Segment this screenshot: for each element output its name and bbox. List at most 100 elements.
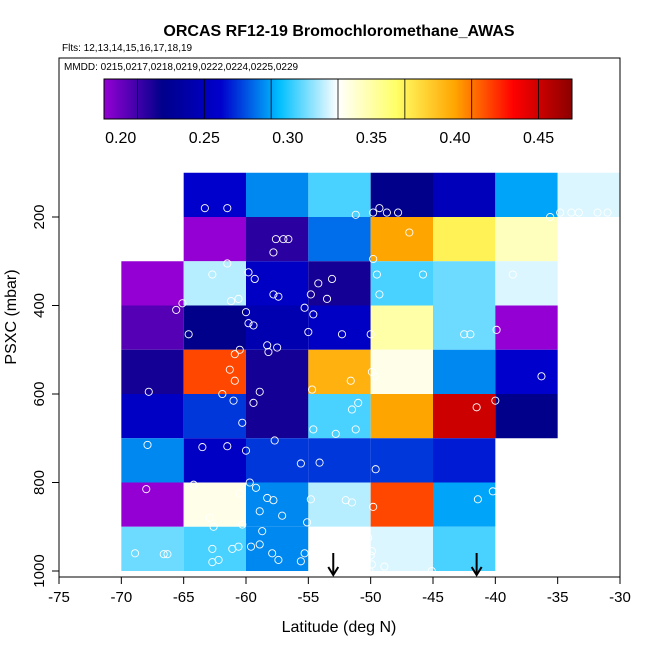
heatmap-cell	[433, 349, 496, 394]
sample-point	[144, 387, 153, 396]
sample-point	[208, 544, 217, 553]
heatmap-cell	[370, 261, 433, 306]
sample-point	[351, 425, 360, 434]
sample-point	[244, 268, 253, 277]
heatmap-cell	[246, 305, 309, 350]
heatmap-cell	[495, 349, 558, 394]
sample-point	[255, 540, 264, 549]
sample-point	[189, 480, 198, 489]
heatmap-cell	[183, 394, 246, 439]
colorbar-tick-label: 0.40	[439, 130, 470, 147]
colorbar: 0.20 0.25 0.30 0.35 0.40 0.45	[103, 78, 573, 147]
sample-point	[209, 522, 218, 531]
sample-point	[354, 398, 363, 407]
heatmap-cell	[370, 305, 433, 350]
sample-point	[574, 208, 583, 217]
x-tick-label: -35	[547, 589, 569, 606]
sample-points	[130, 204, 612, 576]
x-tick-label: -55	[297, 589, 319, 606]
heatmap-cell	[433, 482, 496, 527]
sample-point	[278, 511, 287, 520]
y-tick-label: 800	[31, 470, 48, 495]
sample-point	[365, 566, 374, 576]
sample-point	[372, 270, 381, 279]
heatmap-cell	[121, 438, 184, 483]
sample-point	[427, 566, 436, 576]
sample-point	[251, 483, 261, 492]
heatmap-cell	[433, 526, 496, 571]
y-tick-label: 1000	[31, 554, 48, 587]
sample-point	[250, 274, 259, 284]
sample-point	[304, 327, 313, 337]
x-tick-label: -75	[48, 589, 70, 606]
sample-point	[369, 208, 378, 217]
sample-point	[264, 347, 273, 357]
sample-point	[223, 204, 232, 213]
heatmap-cell	[308, 394, 371, 439]
heatmap-cell	[308, 438, 371, 483]
sample-point	[238, 418, 247, 427]
x-tick-label: -60	[235, 589, 257, 606]
sample-point	[234, 542, 243, 551]
x-tick-label: -65	[173, 589, 195, 606]
heatmap-cell	[370, 394, 433, 439]
sample-point	[223, 259, 232, 268]
x-tick-label: -45	[422, 589, 444, 606]
heatmap-cell	[121, 261, 184, 306]
sample-point	[235, 345, 244, 354]
axes: -75 -70 -65 -60 -55 -50 -45 -40 -35 -30 200 400 600 8…	[31, 57, 631, 606]
sample-point	[238, 520, 247, 529]
heatmap-cell	[370, 349, 433, 394]
x-tick-label: -40	[484, 589, 506, 606]
sample-point	[245, 478, 254, 487]
sample-point	[405, 228, 414, 237]
sample-point	[466, 330, 475, 339]
sample-point	[306, 495, 315, 504]
heatmap-cell	[370, 526, 433, 571]
sample-point	[241, 446, 251, 455]
heatmap-cell	[433, 217, 496, 262]
sample-point	[347, 498, 357, 507]
sample-point	[347, 405, 357, 414]
sample-point	[172, 305, 181, 314]
sample-point	[184, 330, 193, 339]
mmdd-label: MMDD: 0215,0217,0218,0219,0222,0224,0225…	[64, 62, 299, 73]
heatmap-cell	[308, 482, 371, 527]
heatmap-cell	[246, 438, 309, 483]
sample-point	[322, 294, 332, 303]
sample-point	[249, 398, 258, 407]
sample-point	[508, 270, 517, 279]
sample-point	[472, 403, 481, 412]
heatmap-cell	[308, 217, 371, 262]
heatmap-cell	[246, 172, 309, 217]
sample-point	[491, 396, 500, 405]
sample-point	[473, 495, 482, 504]
heatmap-cell	[308, 172, 371, 217]
sample-point	[306, 290, 315, 299]
heatmap-cell	[183, 305, 246, 350]
sample-point	[546, 212, 555, 222]
surface-arrows	[327, 553, 483, 577]
sample-point	[223, 442, 232, 451]
sample-point	[268, 549, 277, 558]
sample-point	[142, 485, 151, 494]
heatmap-cell	[121, 482, 184, 527]
heatmap-cell	[308, 261, 371, 306]
sample-point	[375, 204, 384, 213]
heatmap-cell	[495, 261, 558, 306]
sample-point	[369, 502, 378, 511]
heatmap-cell	[308, 526, 371, 571]
sample-point	[300, 303, 309, 312]
sample-point	[296, 557, 305, 566]
heatmap-cell	[246, 394, 309, 439]
sample-point	[460, 330, 469, 339]
sample-point	[603, 208, 612, 217]
sample-point	[274, 292, 283, 301]
sample-point	[346, 376, 355, 385]
sample-point	[200, 204, 209, 213]
x-tick-label: -50	[360, 589, 382, 606]
colorbar-tick-label: 0.30	[272, 130, 303, 147]
sample-point	[244, 319, 253, 328]
x-axis-label: Latitude (deg N)	[282, 619, 397, 636]
heatmap-cell	[370, 217, 433, 262]
